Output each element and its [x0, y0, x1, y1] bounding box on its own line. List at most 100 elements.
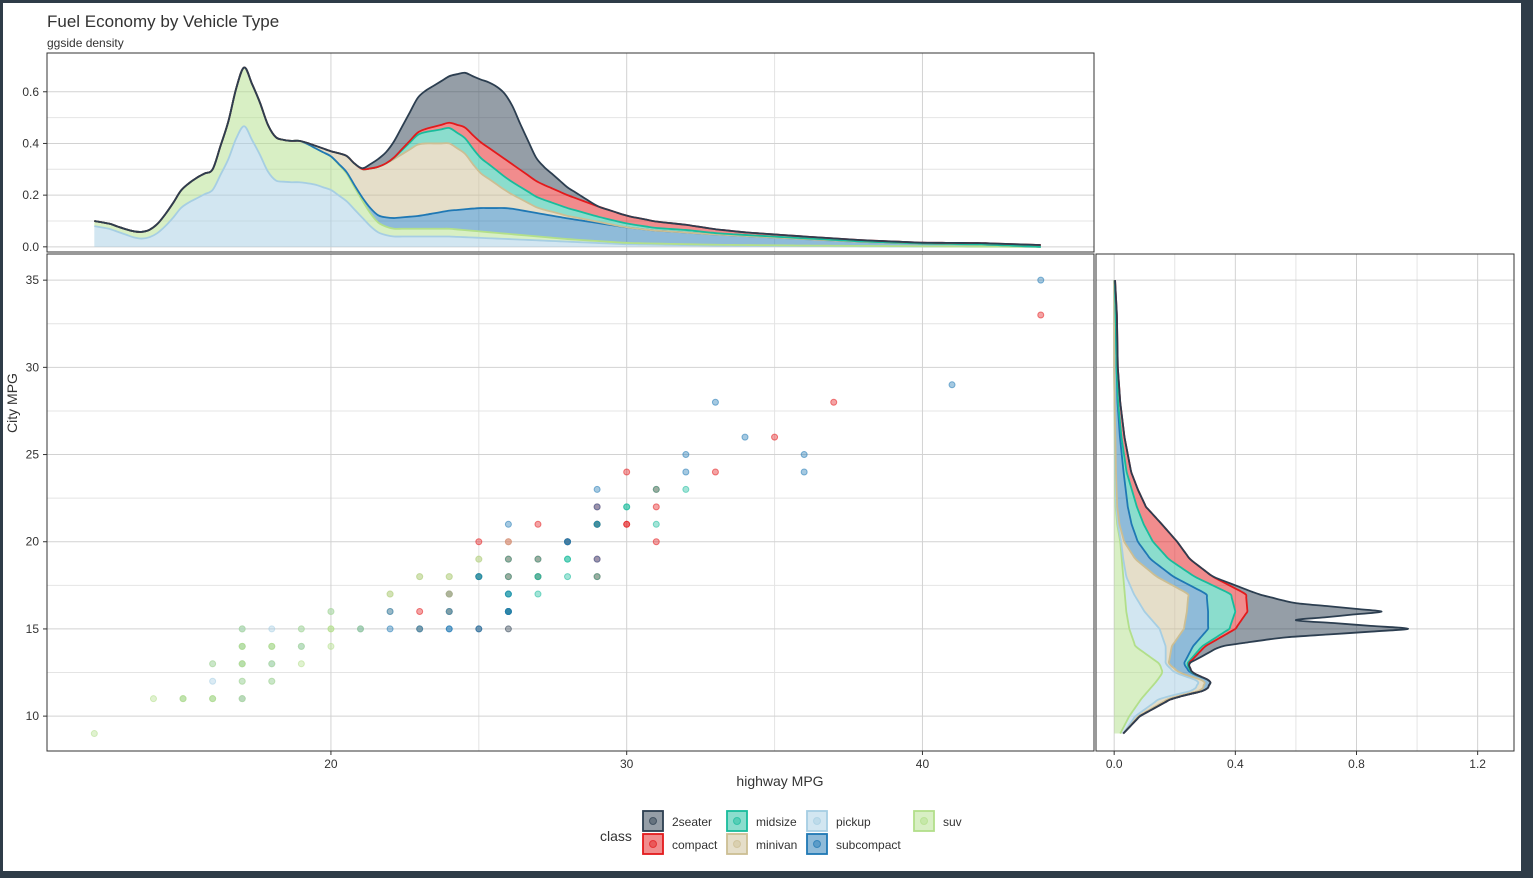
legend-item-suv: suv: [913, 810, 962, 832]
point-subcompact: [416, 625, 424, 633]
point-subcompact: [504, 607, 512, 615]
point-subcompact: [800, 451, 808, 459]
point-suv: [238, 660, 246, 668]
legend-point-compact: [649, 840, 657, 848]
point-suv: [238, 642, 246, 650]
point-subcompact: [386, 607, 394, 615]
point-subcompact: [1037, 276, 1045, 284]
point-subcompact: [564, 538, 572, 546]
point-subcompact: [475, 625, 483, 633]
point-pickup: [209, 677, 217, 685]
x-tick-label: 40: [916, 757, 930, 771]
density-x-area-suv: [94, 67, 1041, 247]
legend-key-pickup: [806, 810, 828, 832]
legend-key-midsize: [726, 810, 748, 832]
chart-frame: Fuel Economy by Vehicle Type ggside dens…: [3, 3, 1521, 871]
y-tick-label: 25: [26, 448, 40, 462]
density-x-tick-label: 0.0: [22, 240, 39, 254]
density-y-line-midsize: [1113, 280, 1237, 735]
legend-point-pickup: [813, 817, 821, 825]
point-compact: [623, 520, 631, 528]
legend-item-pickup: pickup: [806, 810, 871, 832]
legend-point-midsize: [733, 817, 741, 825]
point-suv: [327, 642, 335, 650]
point-midsize: [534, 573, 542, 581]
y-tick-label: 20: [26, 535, 40, 549]
point-suv: [268, 660, 276, 668]
point-compact: [1037, 311, 1045, 319]
density-y-tick-label: 0.0: [1106, 757, 1123, 771]
density-x-tick-label: 0.2: [22, 188, 39, 202]
point-suv: [386, 590, 394, 598]
point-subcompact: [682, 468, 690, 476]
point-midsize: [593, 573, 601, 581]
point-minivan: [445, 590, 453, 598]
density-y-area-pickup: [1114, 280, 1199, 734]
point-subcompact: [504, 520, 512, 528]
density-y-area-compact: [1114, 280, 1248, 734]
x-axis-title: highway MPG: [736, 773, 823, 789]
point-subcompact: [741, 433, 749, 441]
point-compact: [623, 468, 631, 476]
point-subcompact: [711, 398, 719, 406]
legend-label-pickup: pickup: [836, 815, 871, 829]
point-subcompact: [948, 381, 956, 389]
top-density-panel: 0.0 0.2 0.4 0.6: [22, 52, 1095, 254]
point-midsize: [682, 485, 690, 493]
y-tick-label: 30: [26, 360, 40, 374]
density-y-area-subcompact: [1114, 280, 1211, 734]
legend-item-subcompact: subcompact: [806, 833, 901, 855]
point-suv: [445, 573, 453, 581]
point-compact: [652, 538, 660, 546]
legend-point-suv: [920, 817, 928, 825]
point-suv: [238, 695, 246, 703]
legend-point-minivan: [733, 840, 741, 848]
right-density-panel: 0.0 0.4 0.8 1.2: [1095, 253, 1515, 771]
point-suv: [268, 677, 276, 685]
point-suv: [297, 642, 305, 650]
legend-key-suv: [913, 810, 935, 832]
point-suv: [238, 625, 246, 633]
point-subcompact: [593, 503, 601, 511]
point-suv: [327, 607, 335, 615]
point-suv: [90, 730, 98, 738]
point-midsize: [504, 555, 512, 563]
y-tick-label: 10: [26, 709, 40, 723]
density-y-line-minivan: [1113, 280, 1206, 735]
density-x-line-2seater: [94, 66, 1041, 246]
point-pickup: [268, 625, 276, 633]
density-x-area-midsize: [94, 67, 1041, 247]
point-subcompact: [445, 625, 453, 633]
legend-label-subcompact: subcompact: [836, 838, 901, 852]
point-subcompact: [800, 468, 808, 476]
legend-point-2seater: [649, 817, 657, 825]
chart-title: Fuel Economy by Vehicle Type: [47, 12, 279, 31]
point-midsize: [564, 555, 572, 563]
point-subcompact: [593, 555, 601, 563]
point-subcompact: [475, 573, 483, 581]
legend-label-minivan: minivan: [756, 838, 797, 852]
legend-item-midsize: midsize: [726, 810, 797, 832]
point-compact: [771, 433, 779, 441]
point-suv: [209, 695, 217, 703]
y-tick-label: 35: [26, 273, 40, 287]
legend-item-minivan: minivan: [726, 833, 797, 855]
point-suv: [149, 695, 157, 703]
point-midsize: [504, 573, 512, 581]
legend-label-midsize: midsize: [756, 815, 797, 829]
legend-title: class: [600, 828, 632, 844]
point-midsize: [652, 520, 660, 528]
point-suv: [416, 573, 424, 581]
legend-point-subcompact: [813, 840, 821, 848]
point-subcompact: [593, 520, 601, 528]
point-compact: [652, 503, 660, 511]
chart-svg: Fuel Economy by Vehicle Type ggside dens…: [4, 12, 1515, 855]
point-suv: [179, 695, 187, 703]
density-y-tick-label: 0.8: [1348, 757, 1365, 771]
density-x-area-pickup: [94, 126, 1041, 247]
point-suv: [297, 660, 305, 668]
point-midsize: [534, 555, 542, 563]
x-tick-label: 20: [324, 757, 338, 771]
point-midsize: [652, 485, 660, 493]
legend-label-compact: compact: [672, 838, 718, 852]
